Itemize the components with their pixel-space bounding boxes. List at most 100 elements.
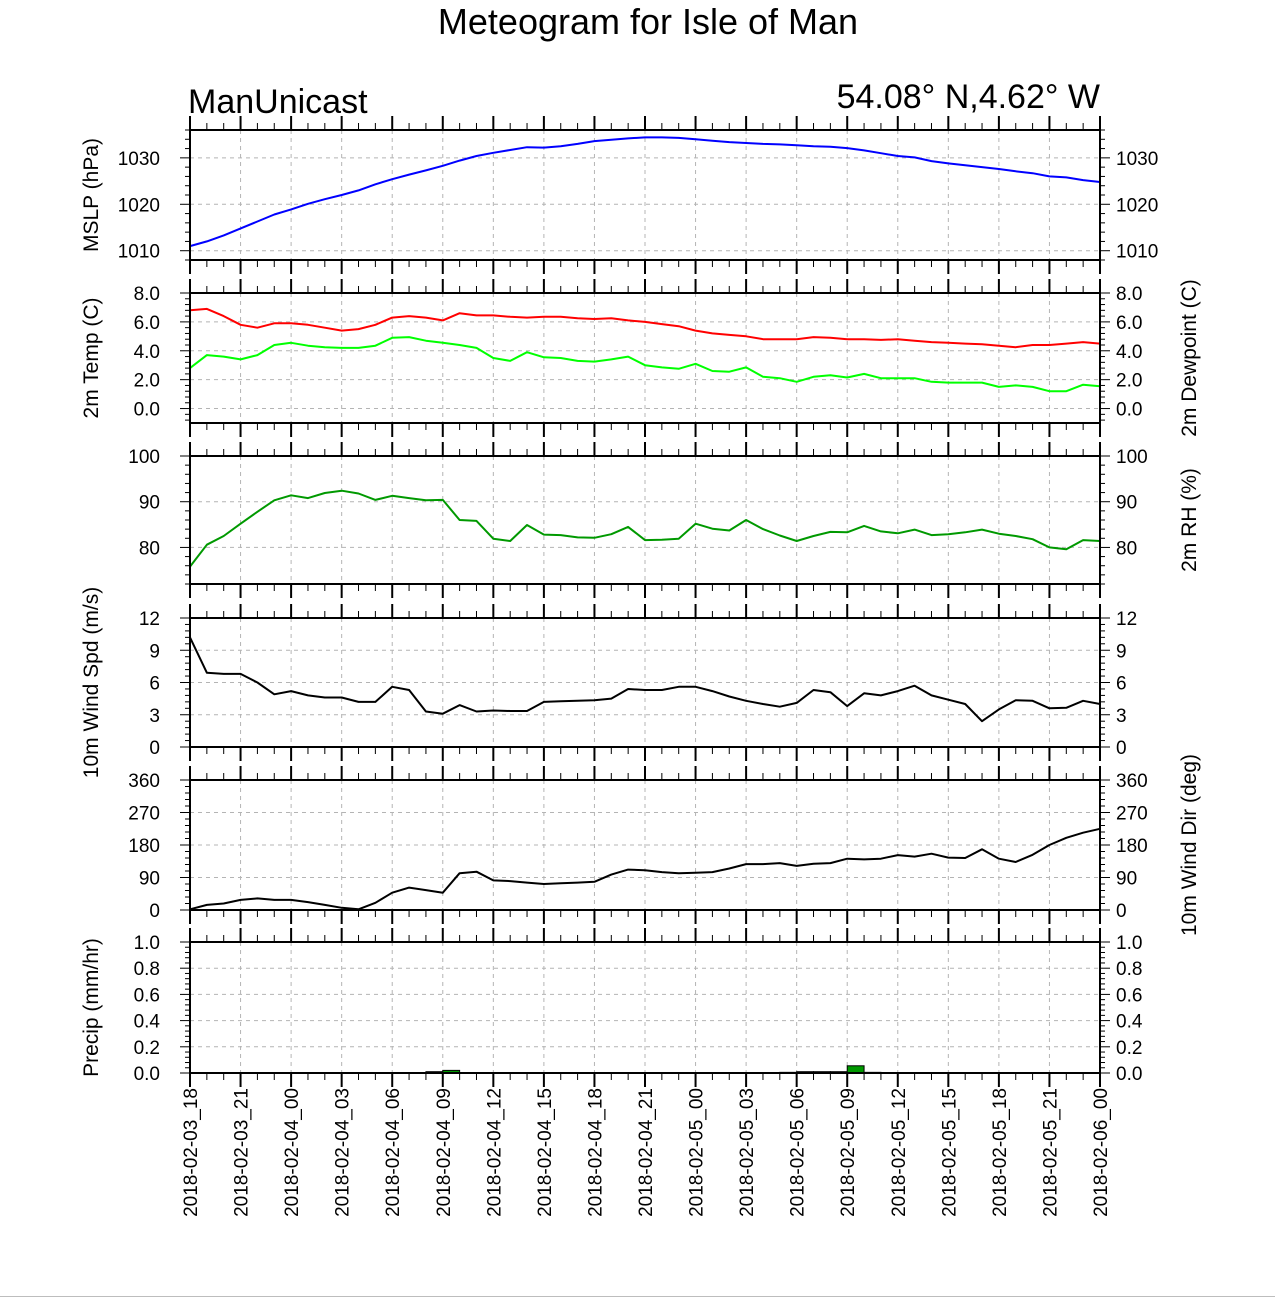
y-axis-label-left: MSLP (hPa) [80,138,103,252]
y-tick-label-right: 90 [1116,869,1137,890]
x-tick-label: 2018-02-04_18 [585,1088,606,1217]
y-tick-label-left: 0.2 [134,1038,160,1059]
panel-temp: 0.0 0.0 2.0 2.0 4.0 4.0 6.0 6.0 8.0 8.0 2m Temp (C… [80,279,1201,437]
y-tick-label-left: 1020 [118,195,160,216]
x-tick-label: 2018-02-05_21 [1040,1088,1061,1217]
y-tick-label-right: 1.0 [1116,933,1142,954]
y-tick-label-left: 12 [139,609,160,630]
x-tick-label: 2018-02-05_06 [788,1088,809,1217]
y-tick-label-left: 4.0 [134,342,160,363]
x-tick-label: 2018-02-05_09 [838,1088,859,1217]
y-tick-label-right: 100 [1116,447,1148,468]
series-line-temp-0 [189,307,1101,349]
y-tick-label-right: 9 [1116,641,1127,662]
y-tick-label-right: 0 [1116,738,1127,759]
y-axis-label-right: 2m RH (%) [1178,468,1201,572]
y-tick-label-left: 0 [149,901,160,922]
y-tick-label-left: 6.0 [134,313,160,334]
y-tick-label-right: 1030 [1116,149,1158,170]
x-tick-label: 2018-02-04_06 [383,1088,404,1217]
panel-mslp: 1010 1010 1020 1020 1030 1030 MSLP (hPa) [80,116,1158,274]
y-tick-label-right: 1010 [1116,242,1158,263]
x-tick-label: 2018-02-04_00 [282,1088,303,1217]
y-tick-label-right: 0 [1116,901,1127,922]
y-tick-label-right: 360 [1116,771,1148,792]
y-tick-label-right: 1020 [1116,195,1158,216]
x-tick-label: 2018-02-04_15 [535,1088,556,1217]
y-axis-label-left: Precip (mm/hr) [80,938,103,1077]
y-axis-label-left: 10m Wind Spd (m/s) [80,587,103,778]
y-axis-label-left: 2m Temp (C) [80,298,103,419]
y-tick-label-left: 0.8 [134,959,160,980]
x-tick-label: 2018-02-05_00 [687,1088,708,1217]
y-tick-label-left: 90 [139,869,160,890]
x-tick-label: 2018-02-03_18 [181,1088,202,1217]
x-axis-time-labels: 2018-02-03_18 2018-02-03_21 2018-02-04_00 2… [181,1088,1112,1217]
x-tick-label: 2018-02-04_12 [484,1088,505,1217]
series-line-mslp-0 [189,136,1101,248]
y-tick-label-left: 360 [128,771,160,792]
y-tick-label-left: 0.0 [134,1064,160,1085]
y-tick-label-right: 3 [1116,706,1127,727]
x-tick-label: 2018-02-05_18 [990,1088,1011,1217]
y-tick-label-right: 180 [1116,836,1148,857]
y-tick-label-right: 0.6 [1116,985,1142,1006]
y-tick-label-left: 80 [139,538,160,559]
y-tick-label-right: 12 [1116,609,1137,630]
y-tick-label-right: 8.0 [1116,284,1142,305]
x-tick-label: 2018-02-04_03 [333,1088,354,1217]
panel-precip: 0.0 0.0 0.2 0.2 0.4 0.4 0.6 0.6 0.8 0.8 1.0 1.0 Prec… [80,928,1143,1087]
y-tick-label-left: 270 [128,804,160,825]
y-tick-label-left: 3 [149,706,160,727]
y-tick-label-left: 0.0 [134,400,160,421]
x-tick-label: 2018-02-05_15 [939,1088,960,1217]
y-tick-label-left: 180 [128,836,160,857]
series-line-rh-0 [189,489,1101,568]
x-tick-label: 2018-02-06_00 [1091,1088,1112,1217]
y-tick-label-right: 4.0 [1116,342,1142,363]
x-tick-label: 2018-02-05_12 [889,1088,910,1217]
y-tick-label-right: 0.4 [1116,1012,1143,1033]
y-tick-label-left: 8.0 [134,284,160,305]
y-tick-label-right: 0.0 [1116,400,1142,421]
y-tick-label-left: 0.6 [134,985,160,1006]
panel-rh: 80 80 90 90 100 100 2m RH (%) [128,442,1201,598]
y-axis-label-right: 2m Dewpoint (C) [1178,279,1201,437]
y-tick-label-left: 100 [128,447,160,468]
y-tick-label-right: 2.0 [1116,371,1142,392]
x-tick-label: 2018-02-03_21 [232,1088,253,1217]
y-tick-label-right: 0.0 [1116,1064,1142,1085]
y-tick-label-right: 270 [1116,804,1148,825]
chart-title: Meteogram for Isle of Man [438,1,858,42]
panel-wind_dir: 0 0 90 90 180 180 270 270 360 360 10m Wind Dir (de… [128,754,1201,936]
series-line-wind_dir-0 [189,827,1101,911]
series-line-temp-1 [189,336,1101,393]
y-tick-label-left: 2.0 [134,371,160,392]
x-tick-label: 2018-02-04_21 [636,1088,657,1217]
y-tick-label-left: 1010 [118,242,160,263]
y-tick-label-right: 6 [1116,674,1127,695]
precip-bar [846,1065,865,1074]
y-tick-label-left: 90 [139,493,160,514]
y-tick-label-left: 1030 [118,149,160,170]
location-label: 54.08° N,4.62° W [837,78,1100,116]
model-label: ManUnicast [188,83,368,121]
y-tick-label-left: 1.0 [134,933,160,954]
y-tick-label-left: 6 [149,674,160,695]
y-tick-label-right: 80 [1116,538,1137,559]
y-tick-label-right: 0.2 [1116,1038,1142,1059]
y-axis-label-right: 10m Wind Dir (deg) [1178,754,1201,936]
y-tick-label-right: 0.8 [1116,959,1142,980]
y-tick-label-right: 6.0 [1116,313,1142,334]
panel-wind_speed: 0 0 3 3 6 6 9 9 12 12 10m Wind Spd (m/s) [80,587,1137,778]
page-bottom-rule [0,1296,1275,1297]
x-tick-label: 2018-02-04_09 [434,1088,455,1217]
y-tick-label-right: 90 [1116,493,1137,514]
series-line-wind_speed-0 [189,636,1101,723]
y-tick-label-left: 0 [149,738,160,759]
y-tick-label-left: 9 [149,641,160,662]
x-tick-label: 2018-02-05_03 [737,1088,758,1217]
y-tick-label-left: 0.4 [134,1012,161,1033]
